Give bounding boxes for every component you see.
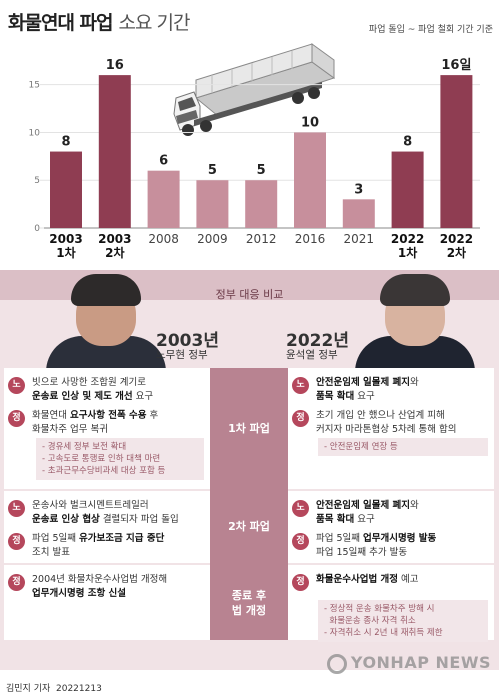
x-tick-label: 2016	[295, 232, 326, 246]
detail-item: - 자격취소 시 2년 내 재취득 제한	[324, 628, 443, 638]
stage-column	[210, 368, 288, 640]
stage-label: 1차 파업	[228, 421, 270, 435]
bar	[50, 151, 82, 228]
bar	[98, 75, 131, 228]
x-tick-label: 2009	[197, 232, 228, 246]
detail-item: - 안전운임제 연장 등	[324, 442, 398, 452]
bar	[342, 199, 375, 228]
right-gov: 윤석열 정부	[286, 349, 338, 361]
bar-value-label: 16일	[441, 58, 471, 73]
detail-item: 화물운송 종사 자격 취소	[324, 616, 416, 626]
detail-box	[318, 600, 488, 642]
y-tick-label: 5	[34, 176, 40, 186]
x-tick-label: 2022	[391, 232, 424, 246]
y-tick-label: 0	[34, 224, 40, 234]
comparison-title: 정부 대응 비교	[215, 288, 284, 301]
chart-note: 파업 돌입 ~ 파업 철회 기간 기준	[368, 25, 493, 35]
x-tick-label: 1차	[398, 245, 417, 260]
bar	[196, 180, 229, 228]
stage-text: 운송사와 벌크시멘트트레일러 운송료 인상 협상 결렬되자 파업 돌입	[32, 500, 179, 525]
right-card	[288, 491, 494, 563]
detail-item: - 고속도로 통행료 인하 대책 마련	[42, 454, 161, 464]
x-tick-label: 2003	[49, 232, 82, 246]
bar	[147, 170, 180, 228]
detail-item: - 정상적 운송 화물차주 방해 시	[324, 604, 435, 614]
speaker-badge: 노	[8, 500, 25, 517]
chart-title: 화물연대 파업 소요 기간	[8, 8, 191, 35]
speaker-badge: 정	[292, 533, 309, 550]
right-portrait	[355, 272, 475, 372]
stage-text: 2004년 화물차운수사업법 개정해 업무개시명령 조항 신설	[32, 574, 168, 599]
bar-value-label: 16	[106, 58, 124, 73]
bar-value-label: 8	[61, 135, 70, 150]
stage-text: 화물운수사업법 개정 예고	[316, 574, 419, 585]
x-tick-label: 2003	[98, 232, 131, 246]
speaker-badge: 노	[292, 377, 309, 394]
speaker-badge: 정	[8, 533, 25, 550]
right-card	[288, 368, 494, 489]
bar	[245, 180, 278, 228]
left-card	[4, 565, 210, 640]
title-subtitle: 소요 기간	[118, 12, 191, 34]
speaker-badge: 정	[292, 410, 309, 427]
bar-value-label: 5	[257, 163, 266, 178]
stage-text: 안전운임제 일몰제 폐지와 품목 확대 요구	[316, 500, 419, 525]
stage-text: 화물연대 요구사항 전폭 수용 후 화물차주 업무 복귀	[32, 410, 159, 435]
bar-value-label: 3	[354, 182, 363, 197]
right-year: 2022년	[286, 331, 349, 351]
stage-text: 파업 5일째 업무개시명령 발동 파업 15일째 추가 발동	[316, 533, 437, 558]
y-tick-label: 15	[29, 81, 40, 91]
left-portrait	[46, 272, 166, 372]
bar-value-label: 8	[403, 135, 412, 150]
x-tick-label: 2차	[447, 245, 466, 260]
detail-box	[318, 438, 488, 456]
detail-box	[36, 438, 204, 480]
left-year: 2003년	[156, 331, 219, 351]
y-tick-label: 10	[29, 128, 41, 138]
stage-text: 빗으로 사망한 조합원 계기로 운송료 인상 및 제도 개선 요구	[32, 377, 154, 402]
speaker-badge: 정	[292, 574, 309, 591]
x-tick-label: 2차	[105, 245, 124, 260]
x-tick-label: 2021	[344, 232, 375, 246]
x-tick-label: 1차	[56, 245, 75, 260]
logo-icon	[326, 653, 347, 674]
bar-value-label: 10	[301, 115, 319, 130]
bar	[391, 151, 424, 228]
speaker-badge: 정	[8, 574, 25, 591]
bar	[440, 75, 473, 228]
stage-text: 파업 5일째 유가보조금 지급 중단 조치 발표	[32, 533, 165, 558]
detail-item: - 초과근무수당비과세 대상 포함 등	[42, 466, 166, 476]
bar-value-label: 5	[208, 163, 217, 178]
speaker-badge: 정	[8, 410, 25, 427]
yonhap-logo: YONHAP NEWS	[326, 653, 491, 674]
x-tick-label: 2008	[148, 232, 179, 246]
left-card	[4, 491, 210, 563]
stage-label: 2차 파업	[228, 520, 270, 533]
speaker-badge: 노	[292, 500, 309, 517]
left-gov: 노무현 정부	[156, 349, 208, 361]
bar	[294, 132, 326, 228]
x-tick-label: 2012	[246, 232, 277, 246]
detail-item: - 경유세 정부 보전 확대	[42, 442, 127, 452]
stage-text: 초기 개입 안 했으나 산업계 피해 커지자 마라톤협상 5차례 통해 합의	[316, 410, 457, 435]
byline: 김민지 기자 20221213	[6, 684, 102, 694]
title-main: 화물연대 파업	[8, 12, 113, 34]
stage-text: 안전운임제 일몰제 폐지와 품목 확대 요구	[316, 377, 419, 402]
speaker-badge: 노	[8, 377, 25, 394]
bar-value-label: 6	[159, 154, 168, 169]
x-tick-label: 2022	[440, 232, 473, 246]
